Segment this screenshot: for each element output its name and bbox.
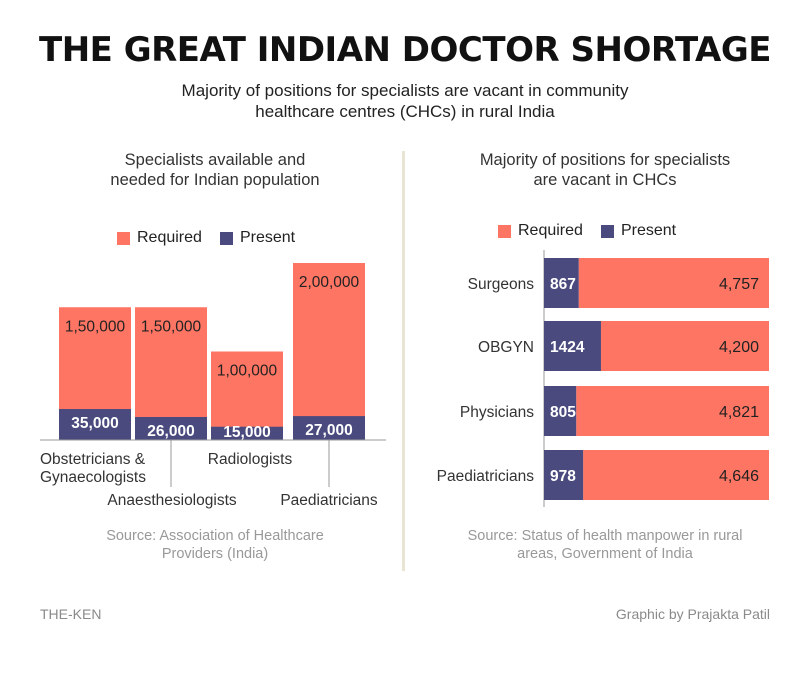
bar-present xyxy=(544,450,584,500)
data-label-present: 978 xyxy=(550,468,576,485)
right-chart-legend: Required Present xyxy=(498,222,694,240)
data-label-required: 4,646 xyxy=(719,468,759,485)
data-label-present: 867 xyxy=(550,276,576,293)
right-source-line-1: Source: Status of health manpower in rur… xyxy=(467,528,743,544)
category-label: Surgeons xyxy=(468,276,535,293)
bar-present xyxy=(544,321,601,371)
subtitle-line-2: healthcare centres (CHCs) in rural India xyxy=(255,102,555,121)
panel-divider xyxy=(402,151,405,571)
category-label: Anaesthesiologists xyxy=(107,492,236,509)
left-chart-title-line-2: needed for Indian population xyxy=(110,171,320,189)
category-label: Obstetricians & xyxy=(40,451,146,468)
legend-item-required: Required xyxy=(117,229,202,247)
category-label: Paediatricians xyxy=(437,468,535,485)
required-swatch xyxy=(117,231,130,245)
bar-required xyxy=(211,351,283,440)
page-title: THE GREAT INDIAN DOCTOR SHORTAGE xyxy=(39,30,772,70)
bar-present xyxy=(59,409,131,440)
left-source-line-2: Providers (India) xyxy=(161,546,269,562)
data-label-required: 4,757 xyxy=(719,276,759,293)
brand-label: THE-KEN xyxy=(40,606,102,622)
bar-present xyxy=(135,416,207,440)
bar-required xyxy=(578,258,769,308)
right-chart-title: Majority of positions for specialists ar… xyxy=(410,150,800,190)
right-bar-chart: Surgeons 867 4,757 OBGYN 1424 4,200 Physicians… xyxy=(437,250,769,507)
legend-label-present: Present xyxy=(620,222,677,239)
bar-present xyxy=(544,386,577,436)
right-source-line-2: areas, Government of India xyxy=(517,546,693,562)
data-label-present: 1424 xyxy=(550,339,585,356)
bar-present xyxy=(293,416,365,440)
data-label-required: 2,00,000 xyxy=(299,274,360,291)
legend-label-required: Required xyxy=(518,222,583,239)
category-label: Gynaecologists xyxy=(40,469,146,486)
data-label-present: 27,000 xyxy=(305,422,352,439)
left-chart-title: Specialists available and needed for Ind… xyxy=(30,150,400,190)
data-label-present: 35,000 xyxy=(71,415,118,432)
bar-required xyxy=(293,263,365,440)
data-label-present: 26,000 xyxy=(147,423,194,440)
bar-required xyxy=(600,321,769,371)
present-swatch xyxy=(600,224,614,238)
data-label-required: 4,200 xyxy=(719,339,759,356)
legend-item-present: Present xyxy=(219,229,296,247)
legend-label-required: Required xyxy=(137,229,202,246)
legend-item-required: Required xyxy=(498,222,583,240)
subtitle-line-1: Majority of positions for specialists ar… xyxy=(181,81,629,100)
present-swatch xyxy=(219,231,233,245)
bar-present xyxy=(544,258,579,308)
data-label-present: 15,000 xyxy=(223,424,270,441)
bar-present xyxy=(211,426,283,440)
data-label-required: 1,50,000 xyxy=(141,318,202,335)
right-chart-source: Source: Status of health manpower in rur… xyxy=(410,527,800,563)
category-label: Paediatricians xyxy=(280,492,378,509)
graphic-credit: Graphic by Prajakta Patil xyxy=(615,606,770,622)
left-chart-legend: Required Present xyxy=(117,229,313,247)
category-label: OBGYN xyxy=(478,339,534,356)
left-chart-source: Source: Association of Healthcare Provid… xyxy=(30,527,400,563)
category-label: Radiologists xyxy=(208,451,293,468)
left-source-line-1: Source: Association of Healthcare xyxy=(106,528,324,544)
right-chart-title-line-2: are vacant in CHCs xyxy=(533,171,677,189)
data-label-present: 805 xyxy=(550,404,576,421)
bar-required xyxy=(576,386,769,436)
bar-required xyxy=(583,450,769,500)
data-label-required: 1,00,000 xyxy=(217,363,278,380)
left-bar-chart: 1,50,000 35,000 1,50,000 26,000 1,00,000 15,0… xyxy=(40,263,386,509)
page-subtitle: Majority of positions for specialists ar… xyxy=(0,80,810,122)
data-label-required: 1,50,000 xyxy=(65,318,126,335)
required-swatch xyxy=(498,224,511,238)
legend-item-present: Present xyxy=(600,222,677,240)
data-label-required: 4,821 xyxy=(719,404,759,421)
right-chart-title-line-1: Majority of positions for specialists xyxy=(479,151,731,169)
left-chart-title-line-1: Specialists available and xyxy=(124,151,306,169)
category-label: Physicians xyxy=(460,404,534,421)
legend-label-present: Present xyxy=(239,229,296,246)
